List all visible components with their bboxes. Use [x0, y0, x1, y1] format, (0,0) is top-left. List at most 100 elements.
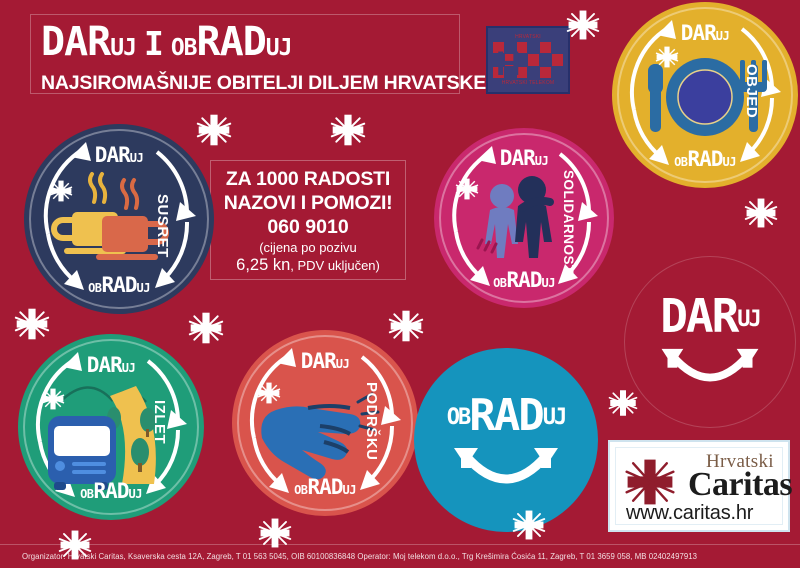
headline-obraduj-root: RAD [196, 19, 267, 65]
caritas-cross-icon [454, 176, 480, 202]
headline-obraduj-prefix: OB [170, 35, 198, 61]
badge-bottom-suffix: UJ [128, 487, 142, 502]
footer-bar: Organizator: Hrvatski Caritas, Ksaverska… [0, 544, 800, 568]
badge-bottom-prefix: OB [674, 155, 688, 170]
caritas-cross-icon [48, 178, 74, 204]
circular-arrows-icon [36, 352, 187, 497]
badge-bottom-root: RAD [506, 267, 543, 292]
circle-obraduj-label: OBRADUJ [414, 390, 598, 441]
caritas-cross-icon [654, 44, 680, 70]
badge-bottom-prefix: OB [493, 275, 507, 290]
badge-bottom-suffix: UJ [136, 280, 150, 295]
circular-arrows-icon [452, 146, 598, 286]
badge-bottom-suffix: UJ [541, 275, 555, 290]
sub-headline: NAJSIROMAŠNIJE OBITELJI DILJEM HRVATSKE [41, 72, 487, 94]
sponsor-logo-letter: H [496, 45, 521, 83]
badge-podrsku[interactable]: DARUJ OBRADUJ PODRŠKU [232, 330, 418, 516]
decorative-caritas-cross-icon [58, 528, 92, 562]
circle-obraduj[interactable]: OBRADUJ [414, 348, 598, 532]
badge-ring [23, 339, 199, 515]
circle-prefix: OB [446, 405, 471, 430]
badge-label-top: DARUJ [232, 349, 418, 373]
badge-bottom-suffix: UJ [342, 483, 356, 498]
circle-suffix: UJ [737, 307, 761, 332]
badge-top-suffix: UJ [335, 356, 350, 371]
badge-top-root: DAR [499, 146, 536, 170]
badge-top-suffix: UJ [121, 360, 136, 375]
headline-separator: I [143, 24, 164, 63]
badge-top-root: DAR [300, 348, 337, 373]
decorative-caritas-cross-icon [566, 8, 600, 42]
sponsor-logo-top-text: HRVATSKI [515, 34, 541, 40]
decorative-caritas-cross-icon [388, 308, 424, 344]
badge-label-bottom: OBRADUJ [434, 268, 614, 292]
circular-arrows-icon [250, 348, 401, 493]
decorative-caritas-cross-icon [744, 196, 778, 230]
badge-solidarnost[interactable]: DARUJ OBRADUJ SOLIDARNOST [434, 128, 614, 308]
sponsor-logo: H HRVATSKI HRVATSKI TELEKOM [486, 26, 570, 94]
cta-price: 6,25 kn [236, 256, 291, 274]
decorative-caritas-cross-icon [188, 310, 224, 346]
badge-bottom-prefix: OB [88, 280, 102, 295]
caritas-logo[interactable]: Hrvatski Caritas www.caritas.hr [608, 440, 793, 532]
badge-label-bottom: OBRADUJ [24, 273, 214, 297]
cta-phone-number[interactable]: 060 9010 [267, 216, 349, 238]
badge-side-label: PODRŠKU [363, 382, 380, 461]
circular-arrows-icon [630, 20, 781, 165]
sponsor-logo-inner: H HRVATSKI HRVATSKI TELEKOM [491, 31, 565, 89]
badge-susret[interactable]: DARUJ OBRADUJ SUSRET [24, 124, 214, 314]
badge-izlet[interactable]: DARUJ OBRADUJ IZLET [18, 334, 204, 520]
poster-headline: DARUJ I OBRADUJ NAJSIROMAŠNIJE OBITELJI DI… [30, 14, 487, 94]
circle-daruj[interactable]: DARUJ [624, 256, 796, 428]
caritas-url[interactable]: www.caritas.hr [626, 502, 754, 524]
badge-side-label: IZLET [151, 400, 168, 445]
badge-ring [29, 129, 209, 309]
smile-arrows-icon [454, 448, 558, 484]
badge-objed[interactable]: DARUJ OBRADUJ OBJED [612, 2, 798, 188]
smile-arrows-icon [661, 348, 759, 382]
badge-bottom-root: RAD [687, 147, 724, 172]
decorative-caritas-cross-icon [608, 388, 638, 418]
badge-label-top: DARUJ [434, 146, 614, 170]
caritas-cross-icon [256, 380, 282, 406]
caritas-cross-icon [40, 386, 66, 412]
badge-label-top: DARUJ [18, 353, 204, 377]
badge-bottom-root: RAD [93, 479, 130, 504]
badge-top-root: DAR [680, 20, 717, 45]
cta-line-2: NAZOVI I POMOZI! [223, 192, 393, 214]
badge-top-suffix: UJ [534, 154, 549, 168]
headline-daruj-root: DAR [41, 19, 111, 65]
badge-top-root: DAR [86, 352, 123, 377]
badge-side-label: OBJED [743, 64, 760, 119]
decorative-caritas-cross-icon [258, 516, 292, 550]
caritas-logo-inner-border [615, 447, 783, 525]
badge-side-label: SUSRET [154, 194, 171, 258]
badge-ring [439, 133, 609, 303]
badge-top-suffix: UJ [715, 28, 730, 43]
badge-label-bottom: OBRADUJ [232, 475, 418, 499]
badge-label-bottom: OBRADUJ [612, 147, 798, 171]
badge-bottom-prefix: OB [80, 487, 94, 502]
cta-price-note-1: (cijena po pozivu [259, 240, 357, 255]
sponsor-logo-checker-pattern [493, 42, 563, 78]
badge-top-root: DAR [94, 143, 131, 167]
headline-daruj-suffix: UJ [110, 35, 137, 61]
circle-word: RAD [469, 390, 544, 441]
badge-bottom-suffix: UJ [722, 155, 736, 170]
headline-main: DARUJ I OBRADUJ [41, 19, 451, 71]
caritas-top-word: Hrvatski [706, 451, 774, 472]
caritas-main-word: Caritas [688, 466, 793, 503]
sponsor-logo-bottom-text: HRVATSKI TELEKOM [501, 80, 555, 86]
badge-bottom-root: RAD [101, 272, 138, 297]
badge-label-top: DARUJ [24, 143, 214, 167]
decorative-caritas-cross-icon [14, 306, 50, 342]
circle-daruj-label: DARUJ [625, 289, 795, 343]
circular-arrows-icon [43, 142, 196, 290]
cta-price-note-2: , PDV uključen) [290, 258, 380, 273]
cta-price-row: 6,25 kn, PDV uključen) [211, 256, 405, 275]
badge-ring [237, 335, 413, 511]
badge-side-label: SOLIDARNOST [561, 170, 576, 274]
badge-bottom-root: RAD [307, 475, 344, 500]
footer-legal-text: Organizator: Hrvatski Caritas, Ksaverska… [22, 552, 697, 561]
